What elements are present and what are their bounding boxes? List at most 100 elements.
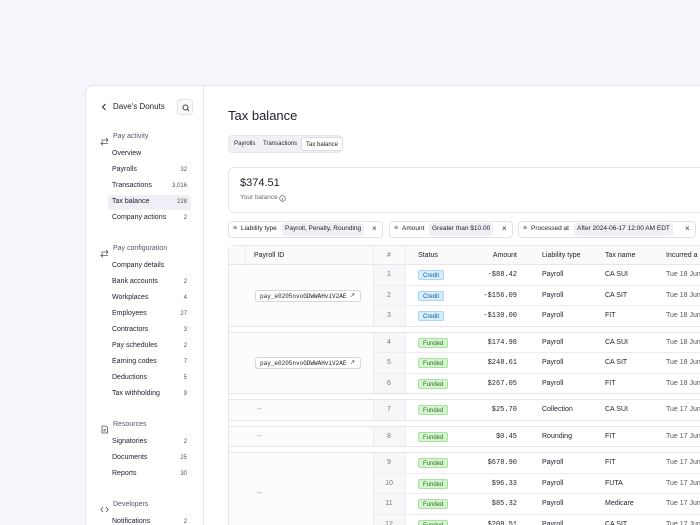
- group-left-bg: [229, 426, 373, 447]
- tax-name: CA SIT: [605, 359, 628, 367]
- column-header: Payroll ID: [254, 252, 285, 259]
- info-icon[interactable]: [279, 195, 286, 202]
- row-number: 9: [387, 459, 391, 467]
- incurred-at: Tue 18 Jun: [666, 271, 700, 279]
- nav-item[interactable]: Employees: [112, 310, 147, 317]
- nav-item[interactable]: Reports: [112, 470, 137, 477]
- nav-count: 3,016: [171, 183, 187, 189]
- tab[interactable]: Payrolls: [234, 141, 256, 147]
- nav-item[interactable]: Company actions: [112, 214, 167, 221]
- nav-item[interactable]: Transactions: [112, 182, 152, 189]
- status-badge: Funded: [418, 499, 449, 510]
- nav-item[interactable]: Documents: [112, 454, 148, 461]
- filter-remove[interactable]: ×: [685, 223, 690, 233]
- liability-type: Payroll: [542, 271, 564, 279]
- search-button[interactable]: [177, 99, 193, 115]
- nav-item[interactable]: Bank accounts: [112, 278, 158, 285]
- tax-name: CA SUI: [605, 271, 628, 279]
- amount: $678.90: [487, 459, 517, 468]
- nav-item[interactable]: Signatories: [112, 438, 148, 445]
- balance-amount: $374.51: [240, 177, 280, 189]
- nav-count: 32: [180, 167, 187, 173]
- row-number: 4: [387, 338, 391, 346]
- group-gap: [229, 447, 700, 453]
- incurred-at: Tue 17 Jun: [666, 432, 700, 440]
- tab-active[interactable]: Tax balance: [301, 137, 344, 151]
- external-link-icon: ↗: [350, 292, 356, 299]
- nav-count: 30: [180, 471, 187, 477]
- row-divider: [374, 513, 700, 515]
- column-header: Tax name: [605, 252, 636, 259]
- row-number: 6: [387, 379, 391, 387]
- row-divider: [374, 352, 700, 353]
- nav-item[interactable]: Notifications: [112, 518, 151, 525]
- row-number: 8: [387, 432, 391, 440]
- amount: $0.45: [495, 432, 517, 441]
- amount: $267.05: [487, 379, 517, 388]
- incurred-at: Tue 17 Jun: [666, 520, 700, 525]
- filter-value: After 2024-06-17 12:00 AM EDT: [574, 222, 673, 236]
- nav-count: 7: [183, 359, 187, 365]
- filter-remove[interactable]: ×: [372, 223, 377, 233]
- filter-icon: ≡: [394, 225, 399, 232]
- tax-name: FIT: [605, 379, 616, 387]
- nav-count: 2: [183, 439, 187, 445]
- section-icon-glyph: [100, 249, 109, 258]
- filter-remove[interactable]: ×: [502, 223, 507, 233]
- amount: $208.51: [487, 520, 517, 525]
- header-row: [229, 246, 700, 265]
- nav-item[interactable]: Payrolls: [112, 166, 137, 173]
- back-icon[interactable]: [100, 103, 108, 111]
- tax-name: CA SUI: [605, 338, 628, 346]
- amount: -$156.09: [483, 291, 517, 300]
- tab[interactable]: Transactions: [263, 141, 298, 147]
- status-badge: Credit: [418, 311, 445, 322]
- payroll-id: --: [257, 432, 262, 440]
- nav-item[interactable]: Tax withholding: [112, 390, 160, 397]
- incurred-at: Tue 18 Jun: [666, 359, 700, 367]
- balance-card: [228, 167, 700, 213]
- nav-item[interactable]: Pay schedules: [112, 342, 158, 349]
- payroll-id: --: [257, 406, 262, 414]
- nav-item[interactable]: Workplaces: [112, 294, 149, 301]
- section-title: Pay configuration: [113, 245, 168, 252]
- nav-count: 9: [183, 391, 187, 397]
- status-badge: Funded: [418, 519, 449, 525]
- incurred-at: Tue 17 Jun: [666, 500, 700, 508]
- status-badge: Funded: [418, 337, 449, 348]
- incurred-at: Tue 18 Jun: [666, 338, 700, 346]
- incurred-at: Tue 17 Jun: [666, 406, 700, 414]
- amount: -$130.00: [483, 312, 517, 321]
- row-divider: [374, 372, 700, 374]
- amount: $25.70: [491, 406, 517, 415]
- external-link-icon: ↗: [350, 360, 356, 367]
- status-badge: Credit: [418, 290, 445, 301]
- tax-name: CA SUI: [605, 406, 628, 414]
- row-divider: [374, 472, 700, 474]
- tax-name: FIT: [605, 432, 616, 440]
- nav-item[interactable]: Earning codes: [112, 358, 157, 365]
- liability-type: Payroll: [542, 379, 564, 387]
- nav-count: 4: [183, 295, 187, 301]
- section-icon-glyph: [101, 425, 108, 434]
- filter-field: Liability type: [241, 225, 277, 232]
- row-number: 3: [387, 312, 391, 320]
- nav-item[interactable]: Deductions: [112, 374, 148, 381]
- tax-name: Medicare: [605, 500, 634, 508]
- section-title: Pay activity: [113, 133, 149, 140]
- column-header: #: [387, 252, 391, 259]
- liability-type: Payroll: [542, 520, 564, 525]
- nav-count: 2: [183, 279, 187, 285]
- nav-item[interactable]: Company details: [112, 262, 165, 269]
- payroll-id-chip[interactable]: pay_e0205nvoGDWWAHviV2AE: [255, 357, 362, 370]
- table-frame: [228, 245, 700, 525]
- column-header: Liability type: [542, 252, 581, 259]
- nav-item[interactable]: Contractors: [112, 326, 149, 333]
- incurred-at: Tue 18 Jun: [666, 379, 700, 387]
- payroll-id-chip[interactable]: pay_e0205nvoGDWWAHviV2AE: [255, 289, 362, 302]
- nav-item[interactable]: Overview: [112, 150, 142, 157]
- nav-item[interactable]: Tax balance: [112, 198, 150, 205]
- liability-type: Payroll: [542, 359, 564, 367]
- nav-count: 2: [183, 519, 187, 525]
